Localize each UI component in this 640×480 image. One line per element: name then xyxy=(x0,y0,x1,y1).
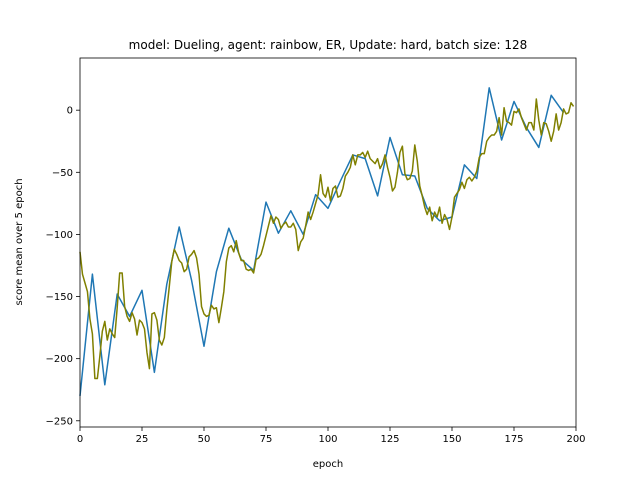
y-tick-label: −200 xyxy=(46,354,73,365)
y-tick-label: −250 xyxy=(46,416,73,427)
y-tick-label: 0 xyxy=(67,106,73,117)
x-tick-label: 100 xyxy=(318,434,337,445)
x-tick-label: 150 xyxy=(442,434,461,445)
y-tick-label: −100 xyxy=(46,230,73,241)
x-tick-label: 50 xyxy=(198,434,211,445)
x-tick-label: 0 xyxy=(77,434,83,445)
x-axis: 0 25 50 75 100 125 150 175 200 xyxy=(77,427,586,445)
y-tick-label: −50 xyxy=(52,168,73,179)
series-line-1 xyxy=(79,87,565,397)
chart-title: model: Dueling, agent: rainbow, ER, Upda… xyxy=(129,38,528,52)
y-axis: −250 −200 −150 −100 −50 0 xyxy=(46,106,80,427)
x-tick-label: 200 xyxy=(566,434,585,445)
x-axis-label: epoch xyxy=(313,459,343,470)
x-tick-label: 175 xyxy=(504,434,523,445)
x-tick-label: 75 xyxy=(260,434,273,445)
x-tick-label: 25 xyxy=(136,434,149,445)
series-layer xyxy=(79,87,575,397)
y-tick-label: −150 xyxy=(46,292,73,303)
series-line-2 xyxy=(79,98,575,380)
y-axis-label: score mean over 5 epoch xyxy=(14,178,25,305)
x-tick-label: 125 xyxy=(380,434,399,445)
